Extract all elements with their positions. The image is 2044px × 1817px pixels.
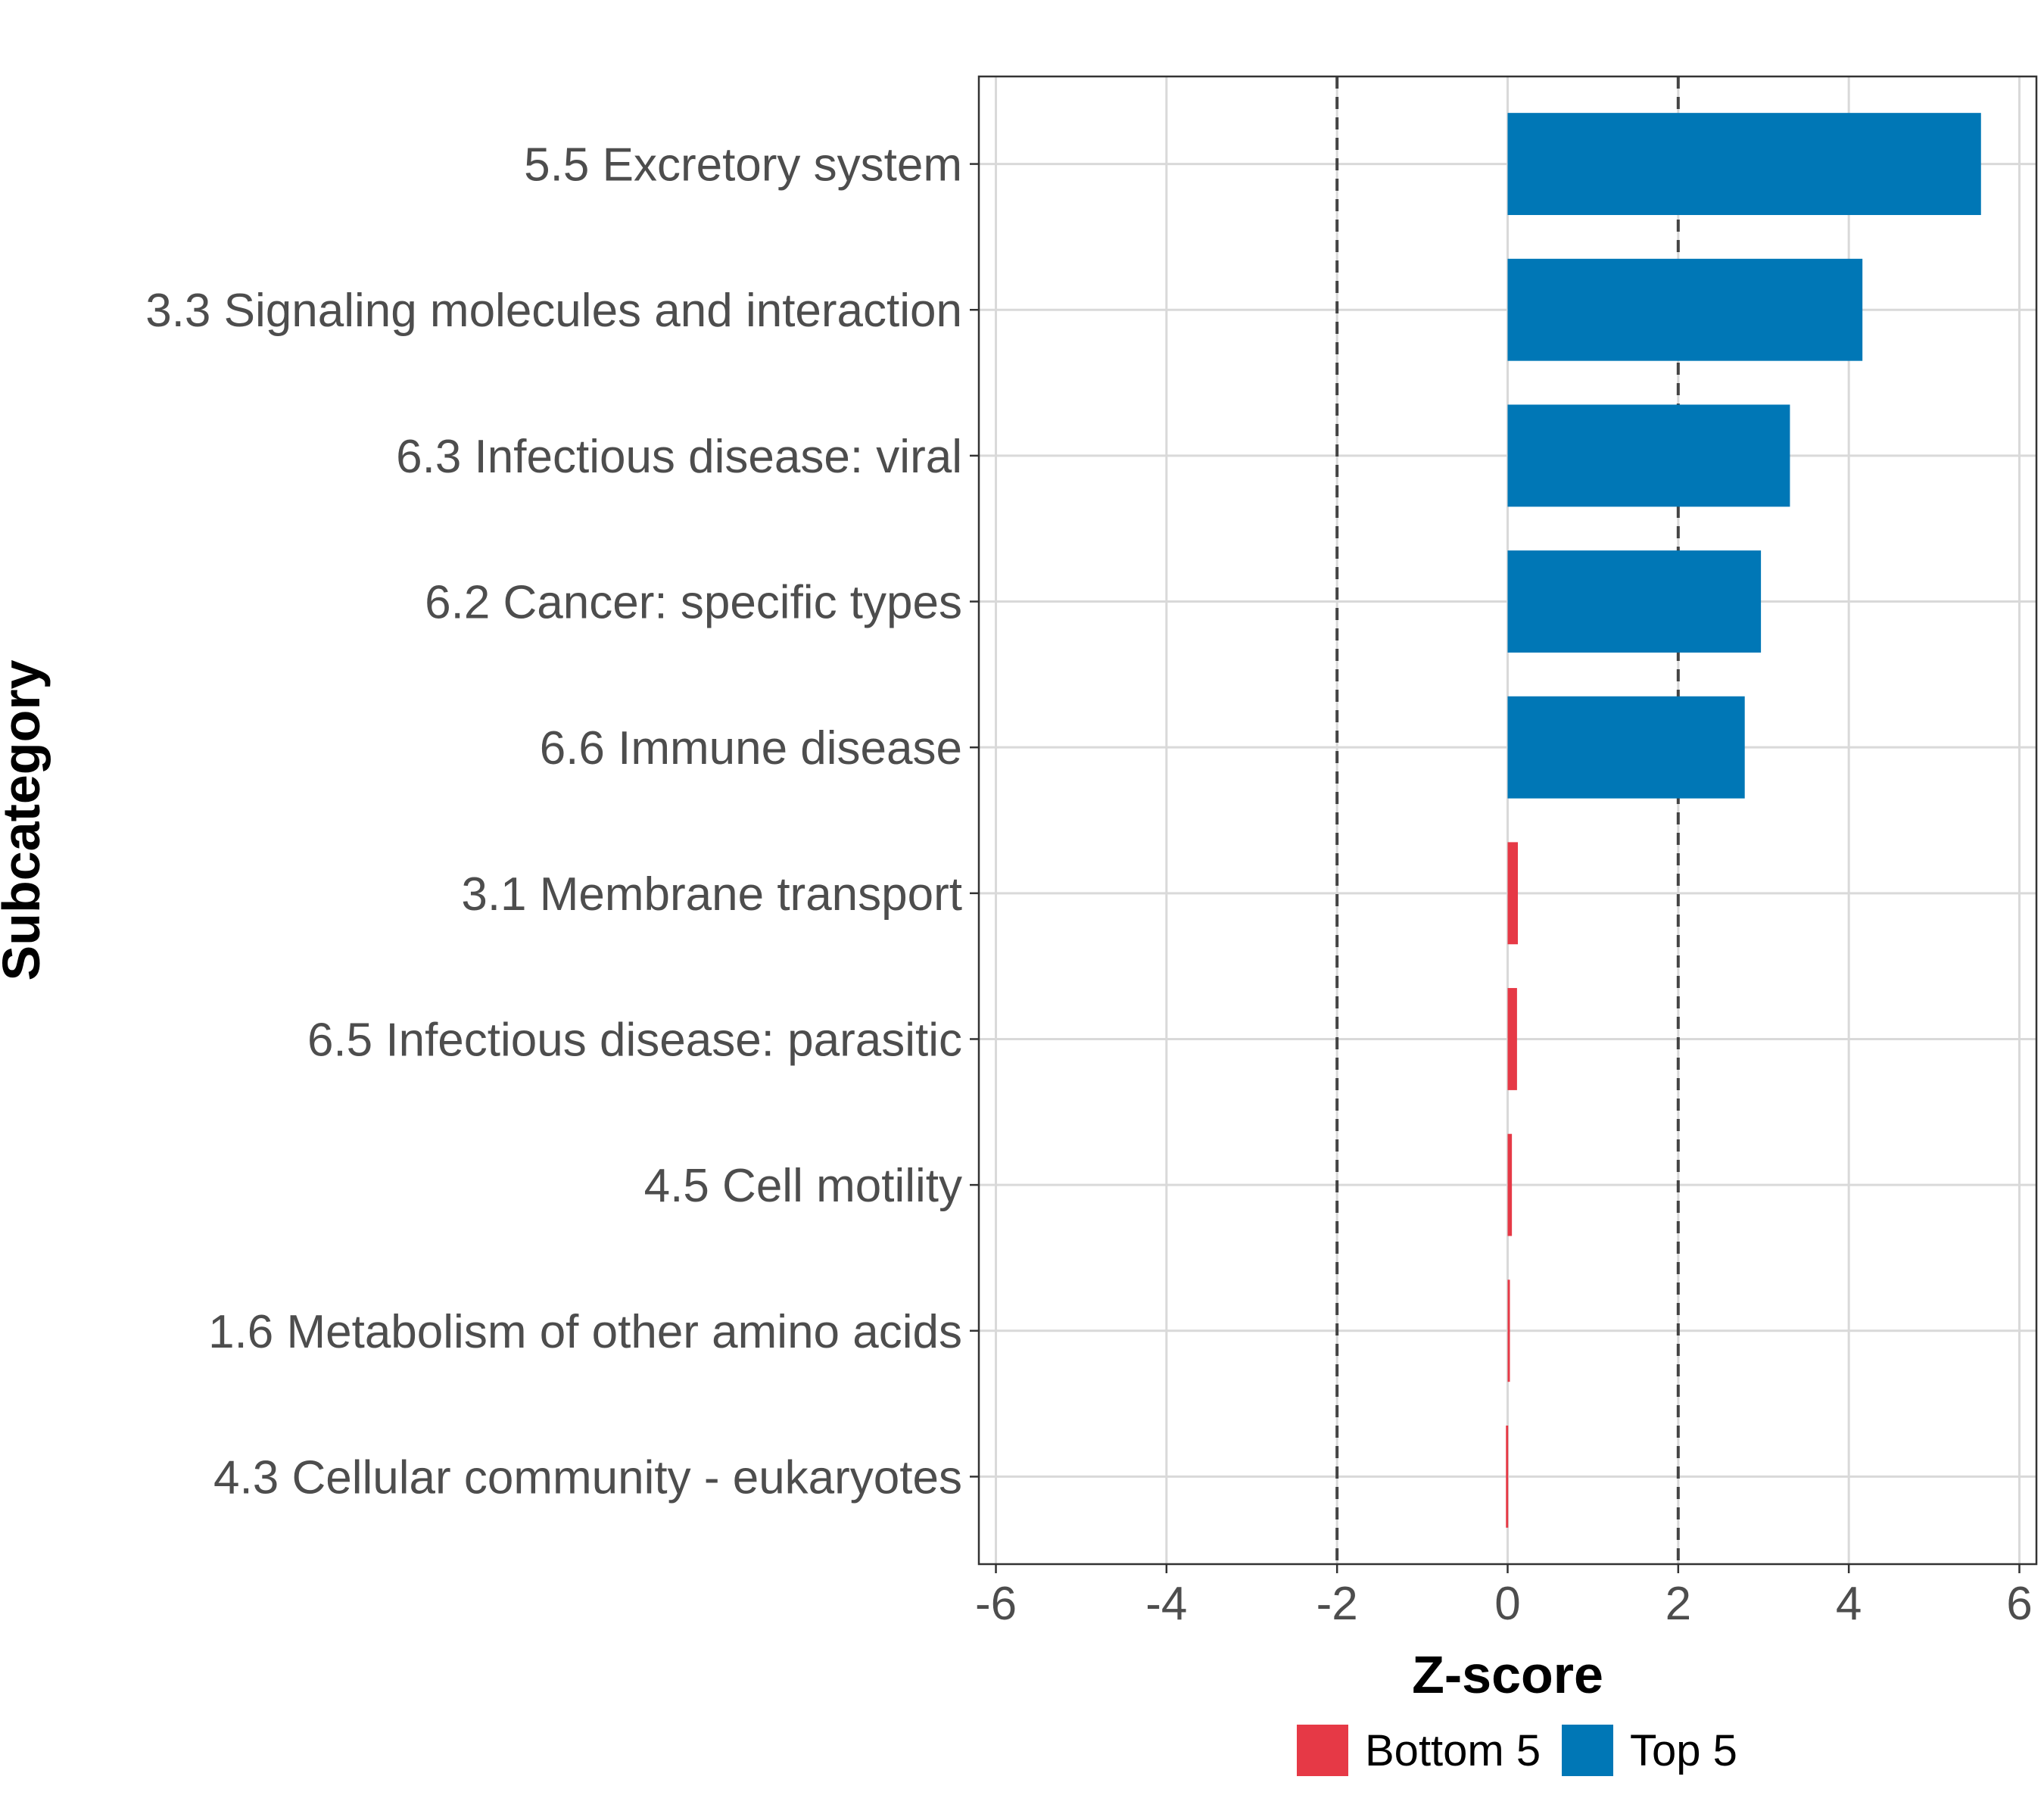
bar	[1507, 113, 1981, 216]
y-tick-label: 6.2 Cancer: specific types	[425, 577, 962, 629]
legend: Bottom 5 Top 5	[1297, 1725, 1737, 1776]
legend-label: Bottom 5	[1365, 1726, 1541, 1775]
y-tick-label: 3.1 Membrane transport	[461, 868, 962, 921]
bar	[1507, 258, 1863, 361]
y-tick-label: 5.5 Excretory system	[524, 139, 962, 192]
y-tick-label: 3.3 Signaling molecules and interaction	[145, 285, 962, 337]
bar	[1507, 696, 1745, 799]
x-tick-label: 6	[2006, 1578, 2032, 1630]
x-tick-label: 2	[1665, 1578, 1691, 1630]
legend-swatch	[1562, 1725, 1613, 1776]
y-tick-label: 4.5 Cell motility	[644, 1160, 962, 1212]
x-tick-label: 0	[1494, 1578, 1520, 1630]
bars	[1506, 113, 1981, 1528]
bar	[1507, 404, 1790, 507]
bar	[1507, 1133, 1513, 1236]
x-axis-ticks: -6 -4 -2 0 2 4 6	[975, 1564, 2033, 1630]
bar	[1506, 1425, 1509, 1528]
y-tick-label: 6.5 Infectious disease: parasitic	[307, 1014, 962, 1066]
bar	[1507, 988, 1517, 1090]
y-axis-ticks: 5.5 Excretory system 3.3 Signaling molecu…	[145, 139, 979, 1504]
y-tick-label: 1.6 Metabolism of other amino acids	[208, 1306, 962, 1358]
legend-swatch	[1297, 1725, 1348, 1776]
bar	[1507, 1279, 1510, 1382]
legend-label: Top 5	[1630, 1726, 1737, 1775]
x-tick-label: -6	[975, 1578, 1017, 1630]
y-tick-label: 6.3 Infectious disease: viral	[396, 431, 962, 483]
x-tick-label: 4	[1836, 1578, 1862, 1630]
y-tick-label: 4.3 Cellular community - eukaryotes	[213, 1451, 962, 1504]
bar	[1507, 550, 1762, 653]
x-axis-title: Z-score	[1412, 1645, 1603, 1704]
y-tick-label: 6.6 Immune disease	[540, 722, 962, 774]
x-tick-label: -4	[1145, 1578, 1187, 1630]
x-tick-label: -2	[1316, 1578, 1358, 1630]
bar	[1507, 842, 1519, 945]
y-axis-title: Subcategory	[0, 659, 51, 980]
